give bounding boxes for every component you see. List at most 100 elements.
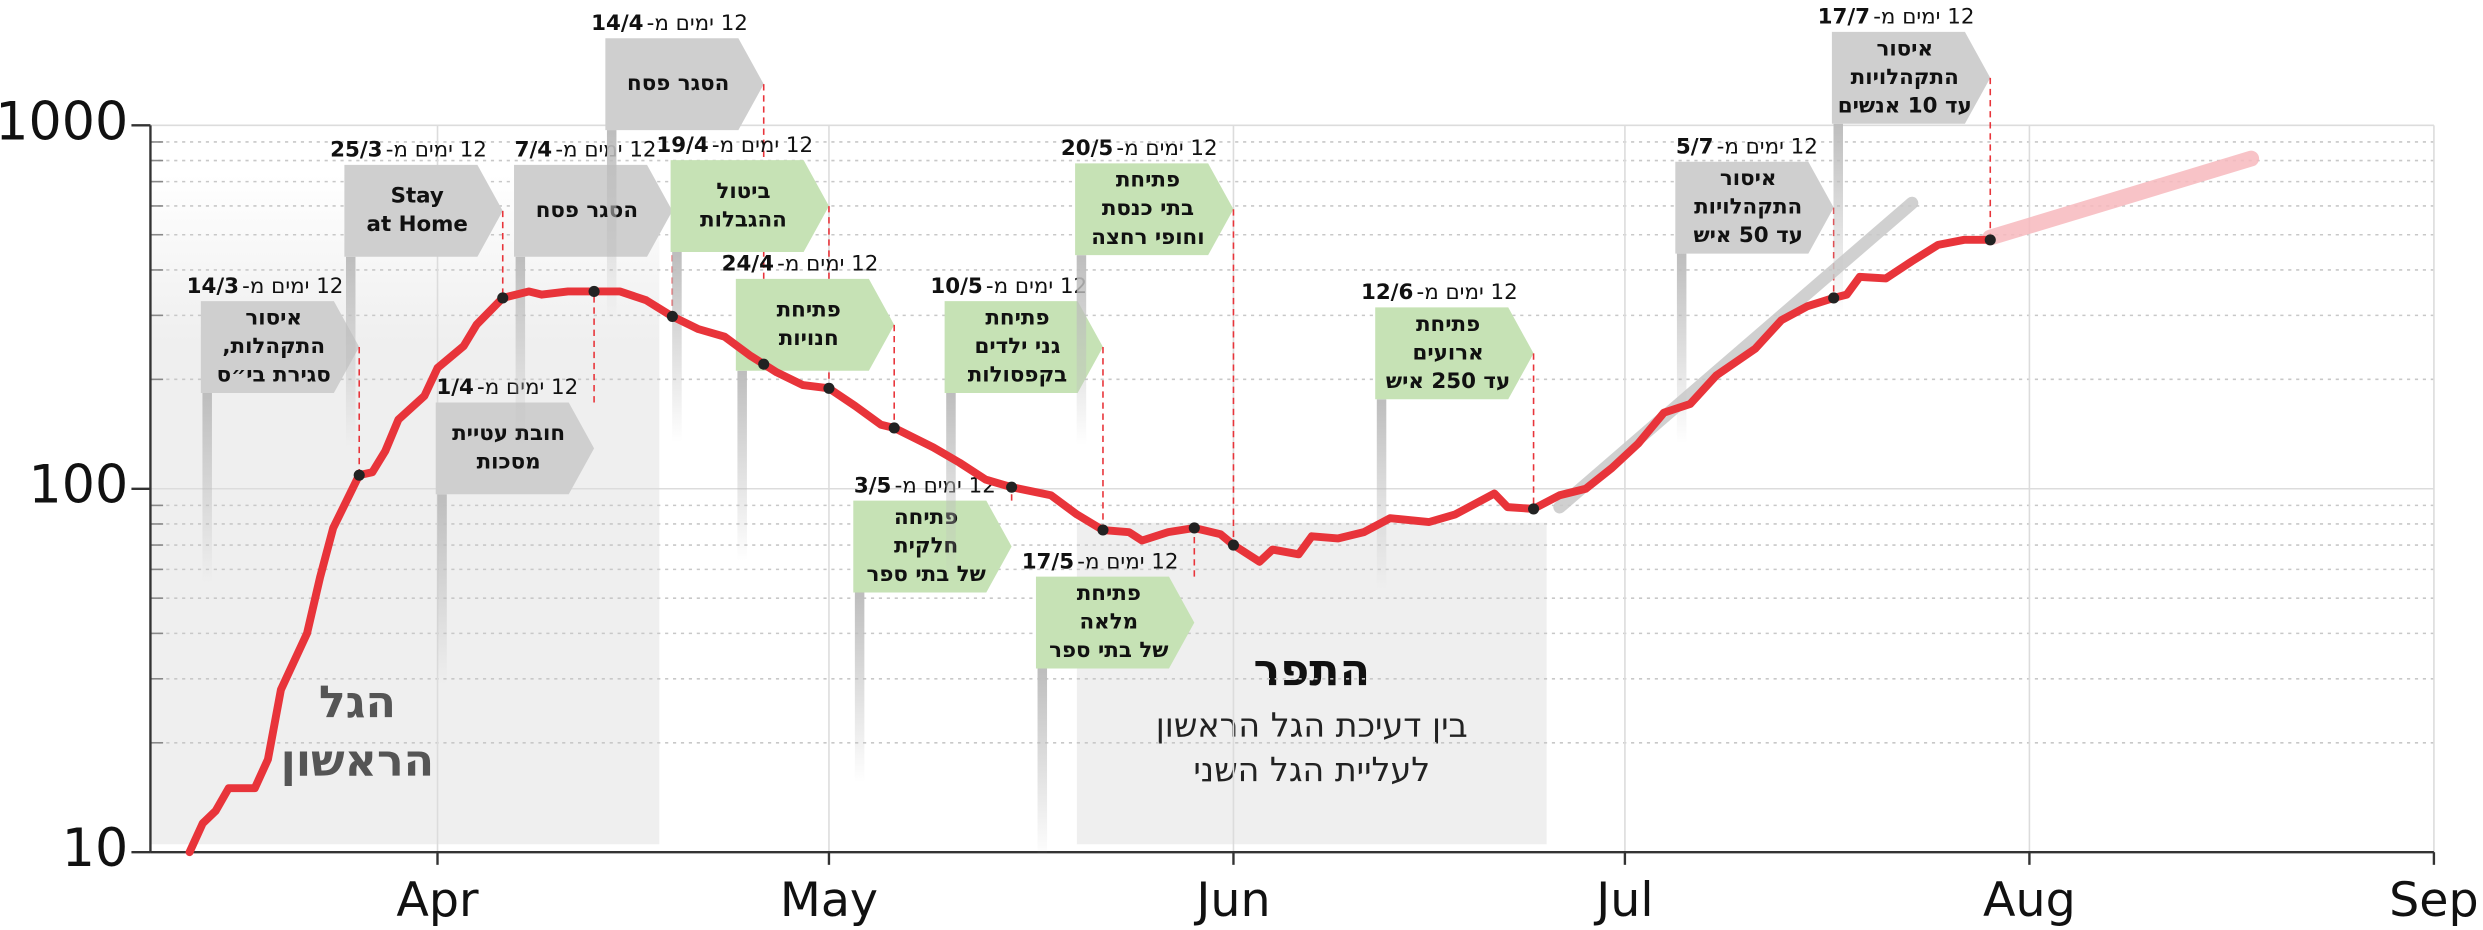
annotation-text: התקהלויות — [1851, 65, 1959, 90]
region-text: לעליית הגל השני — [1193, 750, 1430, 789]
annotation-box — [435, 402, 595, 495]
annotation-box — [605, 38, 764, 131]
annotation-date: 5/7 — [1676, 134, 1714, 159]
event-dot — [1828, 292, 1840, 304]
box-stem — [672, 252, 682, 443]
annotation-text: התקהלויות — [1694, 195, 1802, 220]
region-text: הראשון — [281, 735, 434, 786]
annotation-prefix: 12 ימים מ- — [777, 252, 878, 277]
trend-line — [1982, 150, 2260, 246]
annotation-text: פתיחת — [1416, 312, 1480, 337]
y-tick-label: 100 — [29, 456, 129, 516]
annotation-date: 12/6 — [1361, 280, 1413, 305]
annotation-prefix: 12 ימים מ- — [1417, 280, 1518, 305]
box-stem — [737, 370, 747, 561]
x-tick-label: Sep — [2389, 873, 2479, 928]
box-stem — [606, 130, 617, 321]
annotation-box — [344, 164, 503, 257]
annotation-text: מסכות — [477, 450, 541, 475]
region-text: הגל — [319, 677, 396, 728]
annotation-prefix: 12 ימים מ- — [386, 138, 487, 163]
event-dot — [888, 422, 900, 434]
annotation-text: פתיחת — [1116, 168, 1180, 193]
annotation-date: 20/5 — [1061, 136, 1113, 161]
annotation-text: הסגר פסח — [627, 71, 729, 96]
annotation-text: at Home — [367, 212, 468, 237]
annotation-box — [1035, 576, 1195, 669]
annotation-prefix: 12 ימים מ- — [1873, 5, 1974, 30]
annotation-text: בתי כנסת — [1102, 196, 1194, 221]
trend-line — [1553, 196, 1919, 514]
annotation-box — [1375, 307, 1534, 400]
annotation-date: 17/5 — [1022, 549, 1074, 574]
annotation-prefix: 12 ימים מ- — [1116, 136, 1217, 161]
annotation-date: 3/5 — [854, 473, 892, 498]
annotation-prefix: 12 ימים מ- — [242, 274, 343, 299]
event-dot — [666, 310, 678, 322]
box-stem — [854, 592, 865, 783]
event-dot — [1097, 524, 1109, 536]
annotation-box — [514, 164, 673, 257]
annotation-box — [1831, 31, 1991, 124]
box-stem — [515, 256, 526, 447]
annotation-date: 25/3 — [330, 138, 382, 163]
box-stem — [202, 392, 212, 583]
annotation-text: סגירת בי״ס — [217, 363, 331, 388]
annotation-date: 1/4 — [436, 375, 474, 400]
annotation-text: חובת עטיית — [452, 421, 565, 446]
x-tick-label: Apr — [396, 873, 479, 928]
event-dot — [1227, 539, 1239, 551]
box-stem — [1076, 255, 1087, 446]
annotation-date: 24/4 — [722, 252, 774, 277]
annotation-date: 14/3 — [187, 274, 239, 299]
annotation-prefix: 12 ימים מ- — [712, 133, 813, 158]
annotation-box — [1075, 163, 1234, 256]
annotation-box — [1675, 161, 1834, 254]
annotation-text: ביטול — [716, 179, 770, 204]
region — [1076, 522, 1547, 845]
annotation-date: 14/4 — [591, 11, 643, 36]
event-dot — [1984, 234, 1996, 246]
event-dot — [353, 469, 365, 481]
annotation-prefix: 12 ימים מ- — [986, 274, 1087, 299]
annotation-text: בקפסולות — [968, 363, 1067, 388]
annotation-text: התקהלות, — [222, 334, 325, 359]
annotation-text: פתיחת — [777, 298, 841, 323]
annotation-text: מלאה — [1079, 610, 1138, 635]
box-stem — [437, 494, 447, 685]
data-line — [185, 235, 1995, 857]
box-stem — [1037, 668, 1048, 859]
annotation-text: גני ילדים — [975, 334, 1061, 359]
event-dot — [758, 358, 770, 370]
annotation-box — [735, 278, 895, 371]
annotation-prefix: 12 ימים מ- — [647, 11, 748, 36]
annotation-prefix: 12 ימים מ- — [1077, 549, 1178, 574]
annotation-text: איסור — [245, 306, 302, 331]
x-tick-label: May — [780, 873, 878, 928]
annotation-text: פתיחת — [1077, 581, 1141, 606]
annotation-text: הסגר פסח — [536, 198, 638, 223]
box-stem — [345, 256, 356, 447]
annotation-text: פתיחת — [985, 306, 1049, 331]
annotation-text: ארועים — [1412, 340, 1483, 365]
annotation-prefix: 12 ימים מ- — [477, 375, 578, 400]
event-dot — [1006, 481, 1018, 493]
region-text: בין דעיכת הגל הראשון — [1156, 706, 1468, 745]
annotation-date: 19/4 — [656, 133, 708, 158]
box-stem — [1376, 399, 1387, 590]
annotation-date: 17/7 — [1818, 5, 1870, 30]
event-dot — [588, 285, 600, 298]
annotation-date: 7/4 — [515, 138, 553, 163]
box-stem — [1676, 253, 1687, 444]
annotation-box — [944, 301, 1103, 393]
y-tick-label: 10 — [62, 819, 128, 879]
annotation-text: עד 10 אנשים — [1838, 93, 1972, 118]
annotation-text: איסור — [1876, 36, 1933, 61]
event-dot — [497, 292, 509, 304]
x-tick-label: Jul — [1593, 873, 1653, 928]
annotation-date: 10/5 — [930, 274, 982, 299]
annotation-prefix: 12 ימים מ- — [1717, 134, 1818, 159]
box-stem — [1833, 123, 1843, 314]
annotation-text: ההגבלות — [700, 207, 787, 232]
